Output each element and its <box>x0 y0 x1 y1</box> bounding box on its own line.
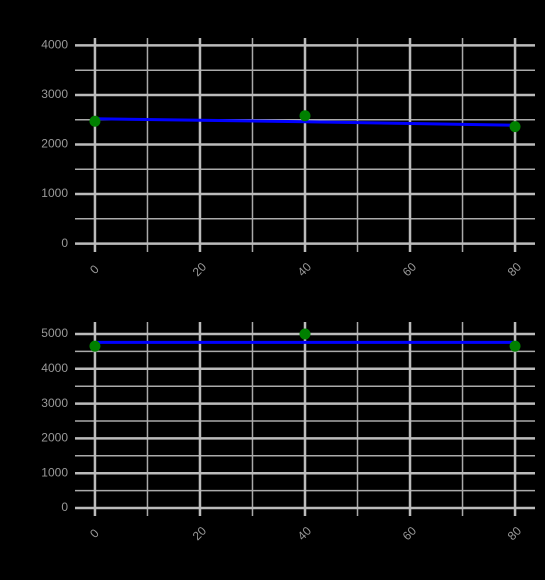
x-tick-label: 60 <box>400 524 420 544</box>
y-tick-label: 2000 <box>41 431 68 445</box>
x-tick-label: 20 <box>190 524 210 544</box>
y-tick-label: 4000 <box>41 38 68 52</box>
x-tick-label: 80 <box>505 260 525 280</box>
y-tick-label: 4000 <box>41 361 68 375</box>
y-tick-label: 1000 <box>41 186 68 200</box>
point <box>299 328 311 340</box>
x-tick-label: 20 <box>190 260 210 280</box>
point <box>509 340 521 352</box>
y-tick-label: 3000 <box>41 87 68 101</box>
y-tick-label: 5000 <box>41 326 68 340</box>
x-tick-label: 60 <box>400 260 420 280</box>
x-tick-label: 40 <box>295 260 315 280</box>
y-tick-label: 2000 <box>41 137 68 151</box>
y-tick-label: 0 <box>61 500 68 514</box>
y-tick-label: 3000 <box>41 396 68 410</box>
point <box>299 110 311 122</box>
point <box>89 115 101 127</box>
y-tick-label: 1000 <box>41 465 68 479</box>
y-tick-label: 0 <box>61 236 68 250</box>
point <box>509 121 521 133</box>
x-tick-label: 0 <box>87 262 102 277</box>
trend-line <box>94 117 516 127</box>
x-tick-label: 40 <box>295 524 315 544</box>
x-tick-label: 0 <box>87 526 102 541</box>
x-tick-label: 80 <box>505 524 525 544</box>
point <box>89 340 101 352</box>
